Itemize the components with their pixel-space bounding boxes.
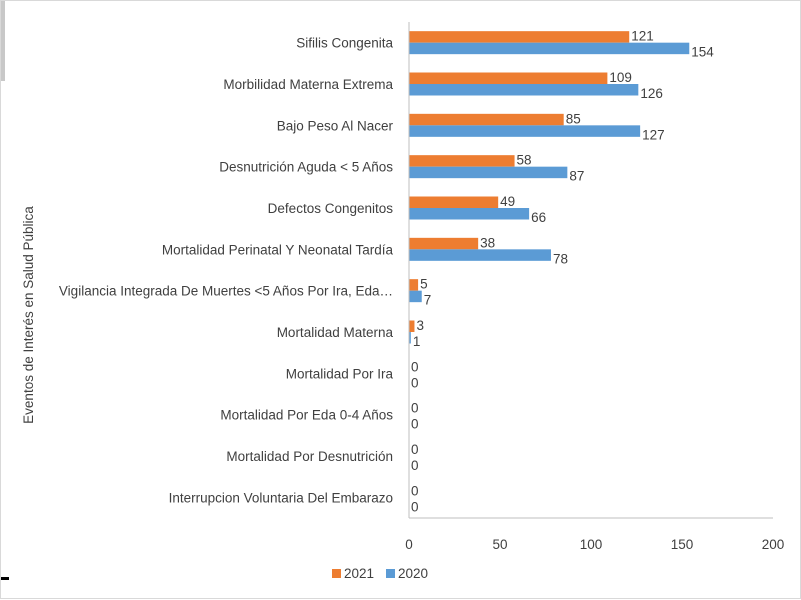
bar-2020-2 [409, 125, 641, 137]
bar-2020-6 [409, 290, 422, 303]
data-label-2021-6: 5 [420, 277, 428, 292]
legend-label-2020: 2020 [398, 566, 428, 581]
category-label-4: Defectos Congenitos [268, 201, 394, 216]
bar-2021-7 [409, 320, 415, 332]
data-label-2020-6: 7 [424, 293, 432, 308]
bar-2020-5 [409, 249, 551, 261]
data-label-2020-2: 127 [642, 127, 665, 142]
bar-2021-6 [409, 279, 419, 291]
data-label-2020-9: 0 [411, 417, 419, 432]
legend-label-2021: 2021 [344, 566, 374, 581]
category-label-2: Bajo Peso Al Nacer [277, 118, 394, 133]
bar-2021-3 [409, 155, 515, 167]
bar-2021-4 [409, 196, 499, 208]
bar-2020-0 [409, 42, 690, 55]
data-label-2020-10: 0 [411, 458, 419, 473]
data-label-2021-7: 3 [416, 318, 424, 333]
bottom-edge-mark [1, 577, 9, 580]
category-label-5: Mortalidad Perinatal Y Neonatal Tardía [162, 242, 394, 257]
data-label-2020-4: 66 [531, 210, 546, 225]
legend: 2021 2020 [332, 566, 428, 581]
x-tick-label-4: 200 [762, 537, 785, 552]
bar-2021-1 [409, 72, 608, 84]
legend-swatch-2021 [332, 569, 341, 578]
category-label-10: Mortalidad Por Desnutrición [226, 449, 393, 464]
data-label-2021-9: 0 [411, 401, 419, 416]
data-label-2021-0: 121 [631, 29, 654, 44]
data-label-2021-2: 85 [566, 111, 581, 126]
x-tick-label-2: 100 [580, 537, 603, 552]
bar-2020-4 [409, 208, 530, 220]
left-edge-mark [1, 1, 5, 81]
category-label-6: Vigilancia Integrada De Muertes <5 Años … [59, 284, 393, 299]
bar-2020-3 [409, 166, 568, 179]
bar-2021-5 [409, 237, 479, 250]
bar-2021-0 [409, 31, 630, 43]
bar-2020-1 [409, 84, 639, 96]
data-label-2021-4: 49 [500, 194, 515, 209]
category-label-0: Sifilis Congenita [296, 36, 393, 51]
category-labels: Sifilis Congenita Morbilidad Materna Extr… [59, 36, 394, 506]
bar-2020-7 [409, 332, 411, 344]
category-label-8: Mortalidad Por Ira [286, 366, 394, 381]
x-tick-label-1: 50 [492, 537, 507, 552]
data-label-2021-3: 58 [517, 153, 532, 168]
bar-2021-2 [409, 113, 564, 126]
bars-layer [409, 31, 690, 344]
x-tick-labels: 0 50 100 150 200 [405, 537, 784, 552]
x-tick-label-3: 150 [671, 537, 694, 552]
data-label-2021-1: 109 [609, 70, 632, 85]
data-label-2021-10: 0 [411, 442, 419, 457]
legend-swatch-2020 [386, 569, 395, 578]
x-tick-label-0: 0 [405, 537, 413, 552]
category-label-7: Mortalidad Materna [277, 325, 394, 340]
category-label-1: Morbilidad Materna Extrema [223, 77, 393, 92]
data-label-2020-3: 87 [569, 169, 584, 184]
data-label-2021-8: 0 [411, 359, 419, 374]
data-label-2020-5: 78 [553, 251, 568, 266]
category-label-9: Mortalidad Por Eda 0-4 Años [220, 408, 393, 423]
data-label-2020-0: 154 [691, 45, 714, 60]
data-label-2021-5: 38 [480, 235, 495, 250]
data-label-2020-8: 0 [411, 375, 419, 390]
data-label-2021-11: 0 [411, 483, 419, 498]
data-label-2020-1: 126 [640, 86, 663, 101]
y-axis-title: Eventos de Interés en Salud Pública [21, 206, 36, 424]
data-labels: 1211541091268512758874966387857310000000… [411, 29, 714, 515]
category-label-11: Interrupcion Voluntaria Del Embarazo [169, 490, 393, 505]
data-label-2020-7: 1 [413, 334, 421, 349]
data-label-2020-11: 0 [411, 499, 419, 514]
category-label-3: Desnutrición Aguda < 5 Años [219, 160, 393, 175]
